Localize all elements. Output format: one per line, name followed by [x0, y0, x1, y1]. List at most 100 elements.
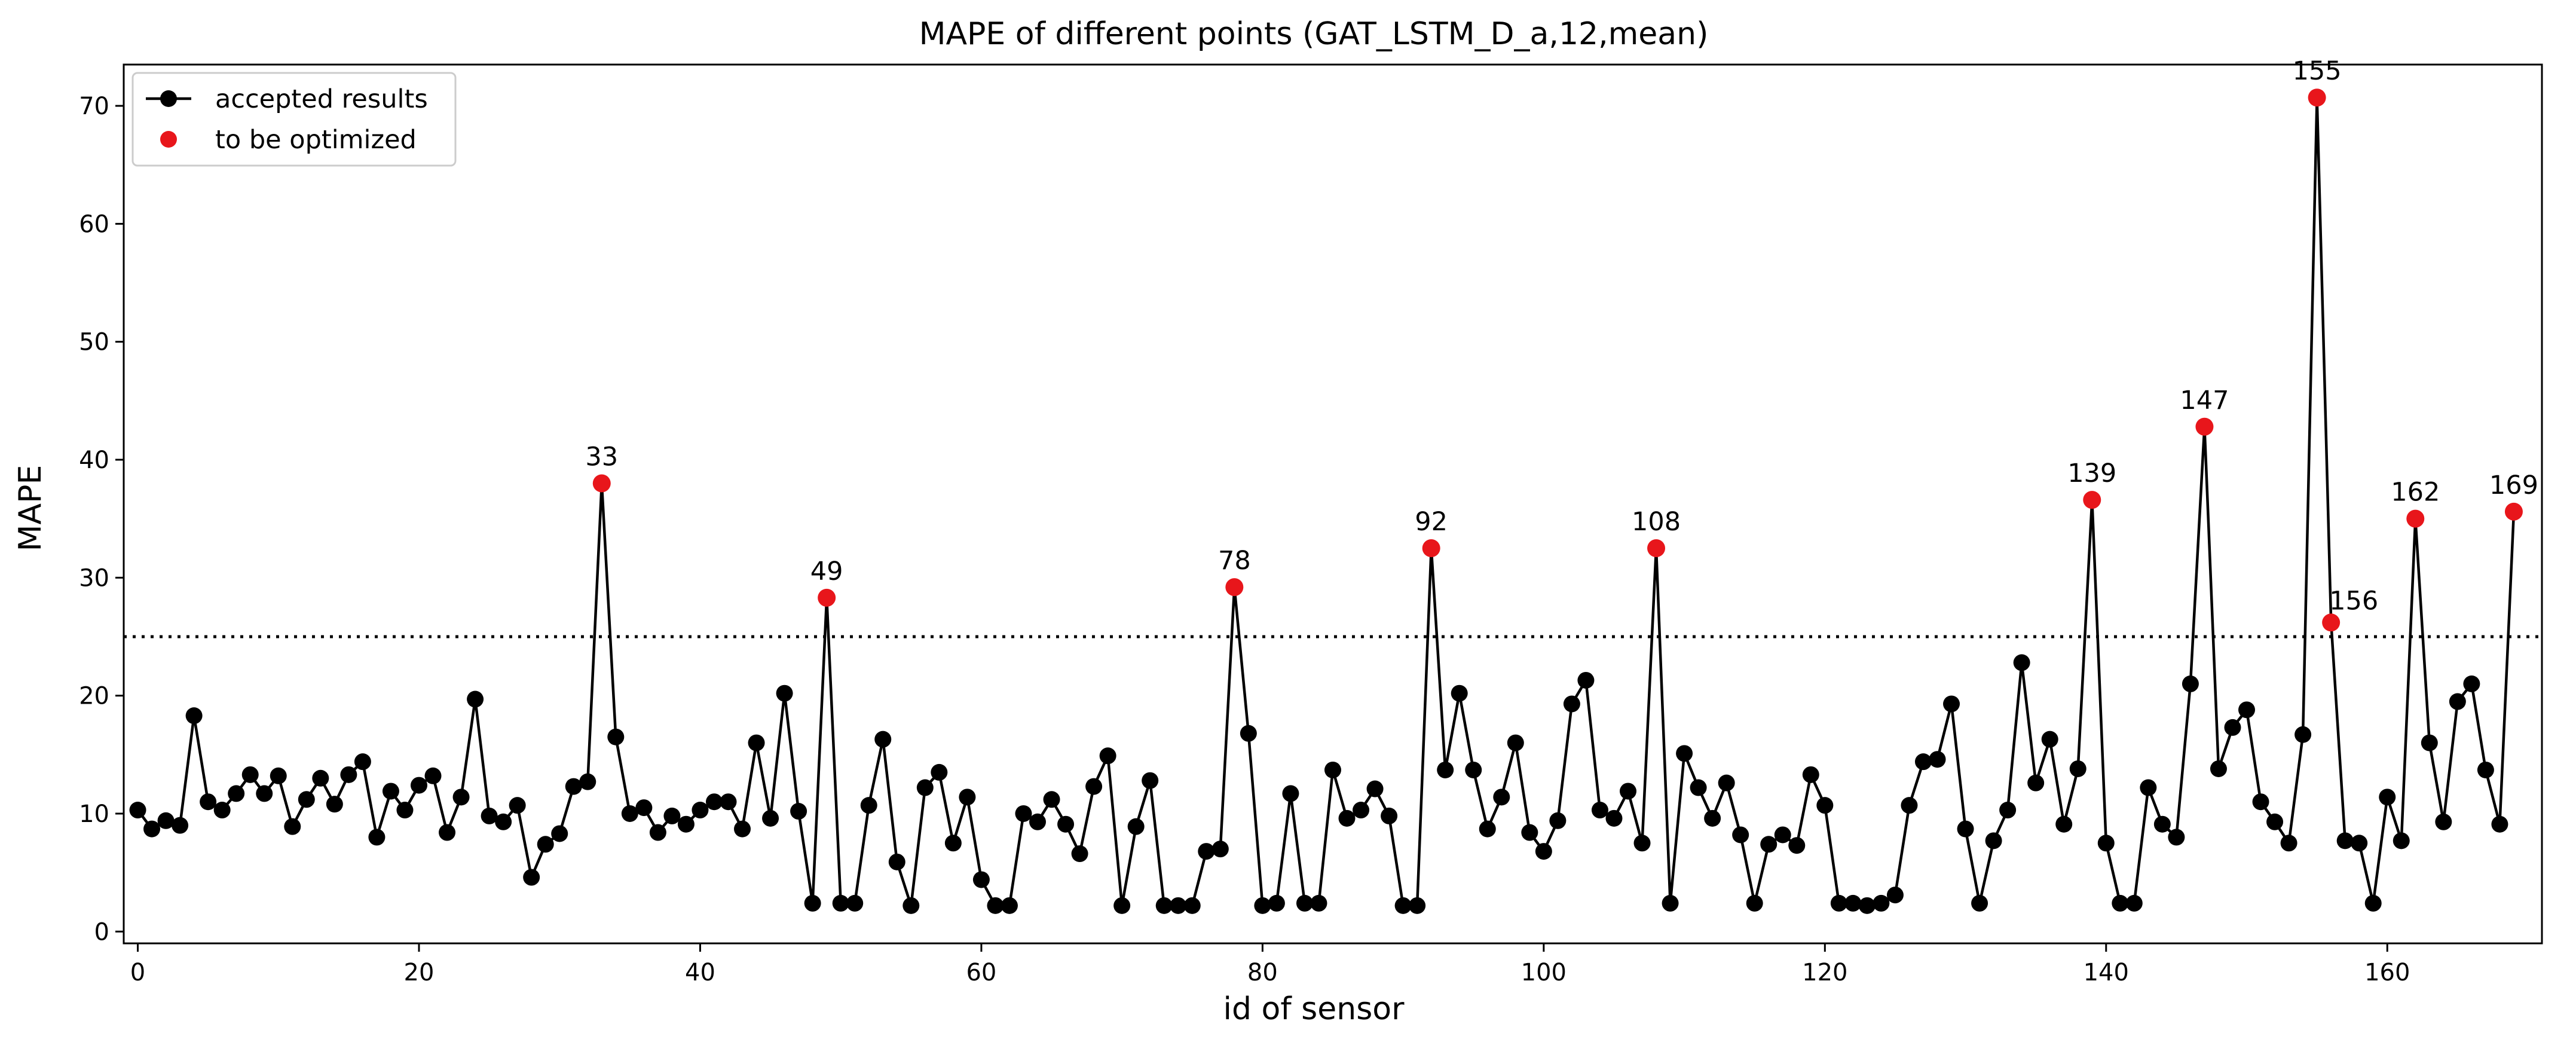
data-point	[467, 690, 484, 708]
data-point	[1155, 897, 1173, 914]
data-point	[748, 734, 765, 751]
data-point	[200, 793, 217, 811]
data-point	[382, 783, 399, 800]
data-point	[1521, 824, 1538, 841]
data-point	[1704, 809, 1721, 827]
data-point	[987, 897, 1004, 914]
data-point	[537, 836, 554, 853]
x-tick-label: 20	[404, 959, 435, 986]
data-point	[1985, 832, 2002, 850]
data-point	[1071, 845, 1088, 863]
data-point	[2210, 760, 2227, 777]
data-point	[1943, 695, 1960, 713]
data-point	[452, 789, 470, 806]
x-tick-label: 160	[2364, 959, 2410, 986]
data-point	[1732, 826, 1749, 844]
data-point	[790, 803, 807, 820]
y-tick-label: 50	[79, 329, 109, 356]
optimize-point	[818, 588, 836, 607]
point-label: 92	[1415, 507, 1448, 537]
data-point	[1774, 826, 1791, 844]
x-tick-label: 60	[966, 959, 996, 986]
data-point	[1085, 778, 1103, 795]
data-point	[1465, 761, 1482, 778]
legend-marker-black	[160, 90, 177, 107]
data-point	[298, 791, 315, 808]
data-point	[1338, 809, 1356, 827]
data-point	[2435, 813, 2452, 830]
data-point	[916, 779, 934, 796]
data-point	[888, 853, 905, 870]
optimize-point	[2083, 491, 2101, 509]
optimize-point	[2322, 613, 2341, 632]
data-point	[495, 813, 512, 830]
y-tick-label: 70	[79, 93, 109, 120]
data-point	[2182, 675, 2199, 692]
data-point	[2224, 719, 2241, 736]
point-label: 49	[810, 557, 843, 586]
data-point	[1366, 780, 1384, 797]
data-point	[2463, 675, 2480, 692]
point-label: 155	[2293, 56, 2342, 86]
data-point	[551, 825, 568, 842]
optimize-point	[592, 474, 611, 493]
data-point	[340, 766, 357, 783]
data-point	[1914, 753, 1932, 771]
point-label: 108	[1632, 507, 1681, 537]
data-point	[1957, 820, 1974, 838]
data-point	[804, 894, 821, 912]
data-point	[1816, 797, 1834, 814]
data-point	[1788, 837, 1806, 854]
data-point	[579, 773, 596, 790]
highlight-layer: 33 49 78 92 108 139 147 155 156 162 169	[585, 56, 2538, 632]
data-point	[1043, 791, 1060, 808]
data-point	[2280, 835, 2297, 852]
data-point	[157, 812, 175, 829]
data-point	[2421, 734, 2438, 751]
data-point	[1802, 766, 1819, 783]
data-point	[1662, 894, 1679, 912]
data-point	[1394, 897, 1412, 914]
optimize-point	[2308, 88, 2326, 107]
data-point	[846, 894, 864, 912]
data-point	[1170, 897, 1187, 914]
data-point	[1029, 813, 1047, 830]
data-point	[1198, 843, 1215, 860]
data-point	[228, 785, 245, 802]
legend: accepted results to be optimized	[131, 72, 457, 167]
data-point	[860, 797, 877, 814]
data-point	[1577, 671, 1595, 689]
point-label: 169	[2489, 470, 2538, 500]
data-point	[2491, 815, 2508, 833]
data-point	[2364, 894, 2382, 912]
y-tick-label: 40	[79, 447, 109, 474]
data-point	[1282, 785, 1299, 802]
data-point	[1830, 894, 1847, 912]
data-point	[1437, 761, 1454, 778]
data-point	[2140, 779, 2157, 796]
data-point	[832, 894, 849, 912]
data-point	[1901, 797, 1918, 814]
data-point	[1999, 802, 2017, 819]
data-point	[284, 818, 301, 835]
data-point	[1001, 897, 1018, 914]
optimize-point	[1647, 539, 1666, 557]
y-tick-label: 30	[79, 564, 109, 592]
data-point	[172, 817, 189, 834]
data-point	[143, 820, 161, 838]
data-point	[2069, 760, 2087, 777]
data-point	[410, 777, 427, 794]
point-label: 162	[2391, 478, 2440, 508]
y-tick-label: 0	[94, 918, 109, 946]
point-label: 78	[1218, 546, 1251, 576]
data-point	[1324, 761, 1341, 778]
data-point	[2351, 835, 2368, 852]
data-point	[1268, 894, 1285, 912]
data-point	[2266, 813, 2284, 830]
data-point	[509, 797, 526, 814]
data-point	[1015, 805, 1032, 822]
x-tick-label: 140	[2084, 959, 2129, 986]
x-tick-label: 100	[1521, 959, 1567, 986]
data-point	[1929, 751, 1946, 768]
data-point	[129, 802, 146, 819]
